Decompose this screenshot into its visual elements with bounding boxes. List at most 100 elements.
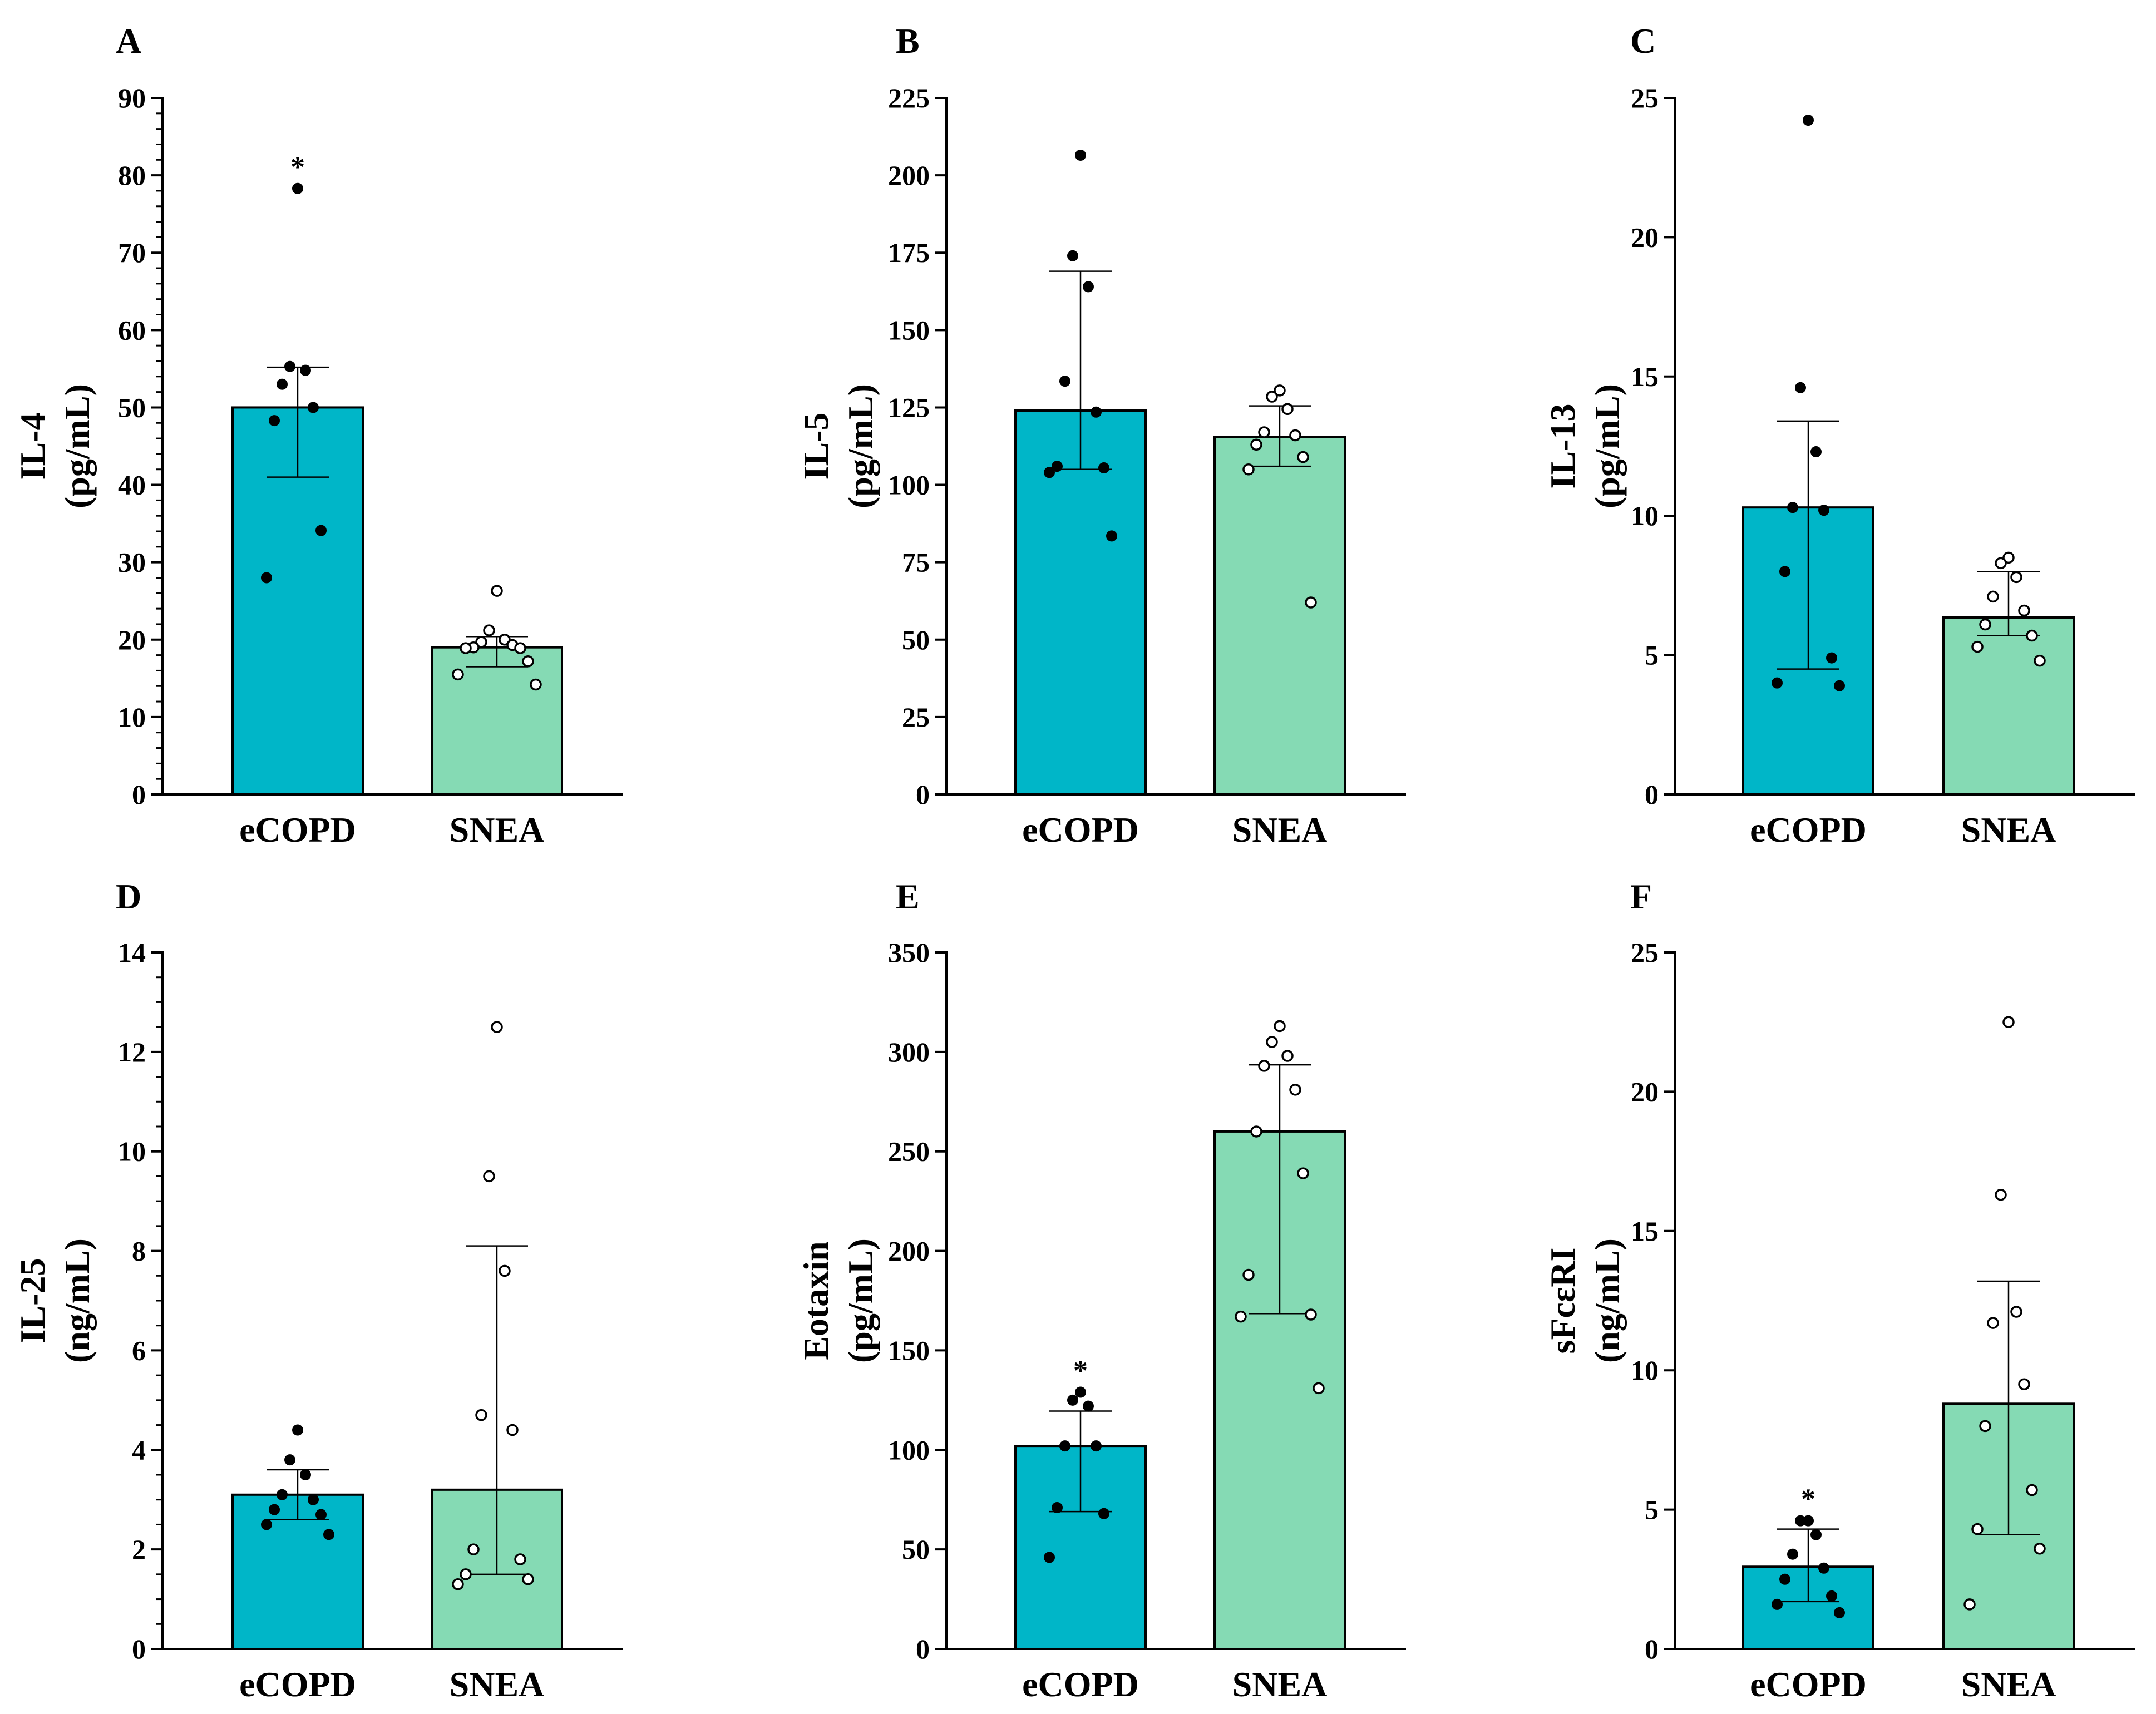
- y-tick-label: 175: [888, 237, 930, 268]
- data-point: [1075, 1386, 1086, 1398]
- data-point: [323, 1529, 334, 1540]
- y-tick-label: 0: [916, 779, 930, 810]
- y-axis-label: IL-5 (pg/mL): [796, 384, 880, 508]
- data-point: [1297, 1167, 1309, 1179]
- data-point: [483, 1170, 495, 1183]
- data-point: [2034, 1542, 2046, 1555]
- y-tick-label: 200: [888, 1236, 930, 1267]
- y-tick-label: 50: [118, 392, 146, 423]
- y-tick-label: 100: [888, 1434, 930, 1465]
- data-point: [1826, 652, 1837, 664]
- data-point: [475, 636, 487, 648]
- data-point: [2034, 654, 2046, 667]
- data-point: [1313, 1382, 1325, 1395]
- data-point: [1987, 590, 1999, 603]
- data-point: [522, 655, 534, 668]
- data-point: [1779, 566, 1790, 577]
- data-point: [315, 525, 327, 536]
- significance-star: *: [1801, 1484, 1815, 1515]
- significance-star: *: [290, 151, 305, 183]
- data-point: [1044, 1552, 1055, 1563]
- y-tick-label: 15: [1631, 1216, 1659, 1247]
- y-tick-label: 25: [902, 702, 930, 733]
- data-point: [300, 364, 311, 376]
- y-axis-label: IL-4 (pg/mL): [13, 384, 97, 508]
- y-axis-label: sFcεRI (ng/mL): [1543, 1238, 1627, 1363]
- data-point: [284, 360, 295, 372]
- y-tick-label: 0: [1645, 1633, 1659, 1664]
- category-label: SNEA: [1961, 810, 2056, 849]
- data-point: [1281, 1050, 1294, 1062]
- data-point: [1235, 1310, 1247, 1323]
- y-tick-label: 8: [132, 1236, 146, 1267]
- data-point: [1274, 384, 1286, 397]
- y-tick-label: 100: [888, 470, 930, 501]
- data-point: [1067, 250, 1078, 261]
- data-point: [269, 1504, 280, 1515]
- y-tick-label: 50: [902, 624, 930, 655]
- data-point: [1052, 461, 1063, 472]
- y-tick-label: 12: [118, 1036, 146, 1068]
- y-tick-label: 20: [1631, 221, 1659, 253]
- data-point: [1250, 1125, 1262, 1138]
- data-point: [1810, 446, 1822, 458]
- data-point: [491, 1021, 503, 1033]
- data-point: [460, 1568, 472, 1580]
- y-tick-label: 5: [1645, 1494, 1659, 1525]
- category-label: SNEA: [450, 1664, 545, 1704]
- data-point: [1059, 376, 1070, 387]
- data-point: [506, 1424, 519, 1436]
- data-point: [1787, 1548, 1798, 1560]
- data-point: [1289, 429, 1301, 442]
- panel-letter: D: [116, 877, 141, 916]
- data-point: [1795, 1515, 1806, 1527]
- y-tick-label: 40: [118, 470, 146, 501]
- y-tick-label: 14: [118, 937, 146, 968]
- y-tick-label: 20: [1631, 1076, 1659, 1107]
- data-point: [2002, 1016, 2015, 1028]
- data-point: [499, 1264, 511, 1277]
- y-tick-label: 0: [916, 1633, 930, 1664]
- y-tick-label: 300: [888, 1036, 930, 1068]
- data-point: [1266, 1036, 1278, 1048]
- data-point: [284, 1454, 295, 1466]
- data-point: [1995, 1188, 2007, 1201]
- panel-letter: C: [1630, 21, 1656, 61]
- y-tick-label: 25: [1631, 82, 1659, 113]
- data-point: [1787, 502, 1798, 513]
- y-tick-label: 150: [888, 314, 930, 345]
- panel-letter: E: [896, 877, 920, 916]
- data-point: [1083, 281, 1094, 293]
- category-label: SNEA: [1232, 1664, 1328, 1704]
- data-point: [1779, 1573, 1790, 1585]
- y-axis-label-line: (pg/mL): [1587, 384, 1627, 508]
- data-point: [491, 585, 503, 597]
- data-point: [522, 1573, 534, 1585]
- data-point: [2026, 629, 2038, 642]
- panel-letter: F: [1630, 877, 1652, 916]
- data-point: [2010, 571, 2022, 584]
- significance-star: *: [1073, 1355, 1088, 1387]
- data-point: [1059, 1440, 1070, 1452]
- y-axis-label: IL-25 (ng/mL): [13, 1238, 97, 1363]
- data-point: [1818, 1562, 1829, 1574]
- data-point: [1258, 426, 1270, 438]
- data-point: [292, 182, 303, 194]
- data-point: [499, 634, 511, 646]
- y-axis-label-line: Eotaxin: [796, 1241, 836, 1360]
- y-tick-label: 350: [888, 937, 930, 968]
- bar-ecopd: [231, 1493, 364, 1651]
- data-point: [1242, 1268, 1255, 1281]
- category-label: SNEA: [1232, 810, 1328, 849]
- data-point: [308, 1494, 319, 1505]
- category-label: SNEA: [450, 810, 545, 849]
- panel-letter: B: [896, 21, 920, 61]
- y-tick-label: 60: [118, 314, 146, 345]
- data-point: [1979, 618, 1991, 631]
- data-point: [1305, 596, 1317, 609]
- y-axis-label: Eotaxin (pg/mL): [796, 1238, 880, 1363]
- panel-letter: A: [116, 21, 141, 61]
- data-point: [1067, 1394, 1078, 1406]
- data-point: [261, 1519, 272, 1530]
